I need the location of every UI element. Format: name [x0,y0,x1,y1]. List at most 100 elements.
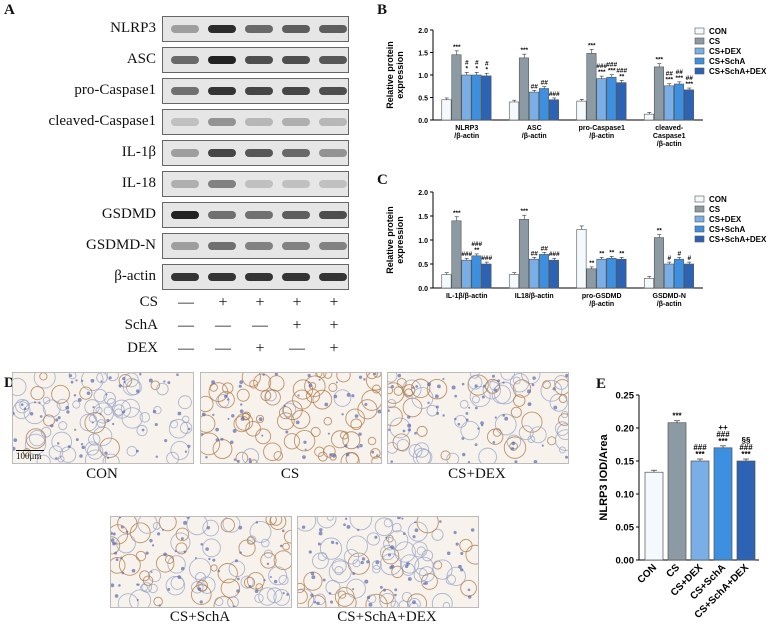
tissue-cell [240,575,254,589]
nucleus [458,564,462,569]
tissue-cell [413,567,428,583]
tissue-cell [40,426,52,438]
tissue-cell [372,564,381,574]
tissue-cell [388,406,403,427]
tissue-cell [329,453,337,461]
tissue-cell [411,541,428,558]
tissue-cell [349,517,373,531]
blot-band [171,118,199,126]
tissue-cell [521,411,543,433]
nucleus [565,373,568,378]
nucleus [514,460,518,463]
nucleus [492,441,496,444]
bar [586,53,597,121]
tissue-cell [426,404,439,417]
tissue-cell [175,542,188,555]
blot-band [319,25,347,33]
treatment-sign: + [292,294,302,311]
nucleus [533,460,538,463]
nucleus [79,454,83,458]
nucleus [86,391,91,396]
legend-swatch [694,27,705,35]
nucleus [412,600,416,605]
nucleus [194,557,197,560]
tissue-cell [371,384,381,394]
nucleus [346,392,351,397]
legend-entry: CS+SchA+DEX [709,67,767,76]
nucleus [236,589,240,593]
tissue-cell [118,374,132,388]
blot-strip [162,109,349,135]
tissue-cell [386,534,394,543]
tissue-cell [120,398,140,418]
nucleus [224,394,228,398]
y-axis-label: NLRP3 IOD/Area [598,434,610,521]
tissue-cell [408,443,423,458]
blot-band [282,87,310,95]
nucleus [108,376,112,380]
treatment-sign: + [218,294,228,311]
tissue-cell [345,408,366,429]
nucleus [396,517,401,520]
y-tick-label: 1.5 [418,214,428,221]
tissue-cell [181,415,190,424]
tissue-cell [323,417,333,426]
tissue-cell [326,517,334,521]
nucleus [167,381,171,385]
nucleus [329,453,333,457]
blot-band [245,149,273,157]
tissue-cell [139,411,151,423]
nucleus [112,541,117,546]
tissue-cell [88,433,101,446]
tissue-cell [510,406,522,418]
tissue-cell [316,373,327,379]
nucleus [411,386,415,389]
blot-band [319,56,347,64]
nucleus [69,374,73,378]
scale-bar-label: 100μm [16,451,42,461]
tissue-cell [72,400,81,409]
nucleus [335,541,339,545]
histology-image [387,372,569,464]
nucleus [106,456,110,459]
bar [548,99,559,121]
blot-band [171,56,199,64]
nucleus [553,405,558,410]
bar [683,89,694,121]
nucleus [531,383,535,387]
tissue-cell [273,550,291,571]
significance-mark: *** [675,75,683,82]
histology-image [200,372,382,464]
tissue-cell [298,588,315,607]
category-label: /β-actin [522,133,547,140]
significance-mark: ## [676,69,684,76]
tissue-cell [214,597,224,607]
nucleus [99,413,102,416]
nucleus [360,560,364,565]
tissue-cell [471,395,480,404]
bar [508,101,519,121]
tissue-cell [469,373,480,379]
legend-swatch [694,235,705,243]
nucleus [274,373,278,376]
nucleus [477,427,480,430]
nucleus [234,559,238,563]
nucleus [23,407,27,411]
blot-band [208,87,236,95]
bar [690,460,710,561]
nucleus [104,451,108,455]
tissue-cell [283,433,301,450]
tissue-cell [111,524,129,545]
nucleus [552,387,556,391]
nucleus [468,406,471,409]
tissue-cell [43,414,55,427]
nucleus [254,589,259,594]
nucleus [352,588,355,591]
tissue-cell [372,560,382,570]
tissue-cell [33,373,56,389]
nucleus [205,456,208,459]
nucleus [112,422,115,426]
treatment-sign: + [329,317,339,334]
nucleus [565,455,568,459]
nucleus [390,545,395,550]
